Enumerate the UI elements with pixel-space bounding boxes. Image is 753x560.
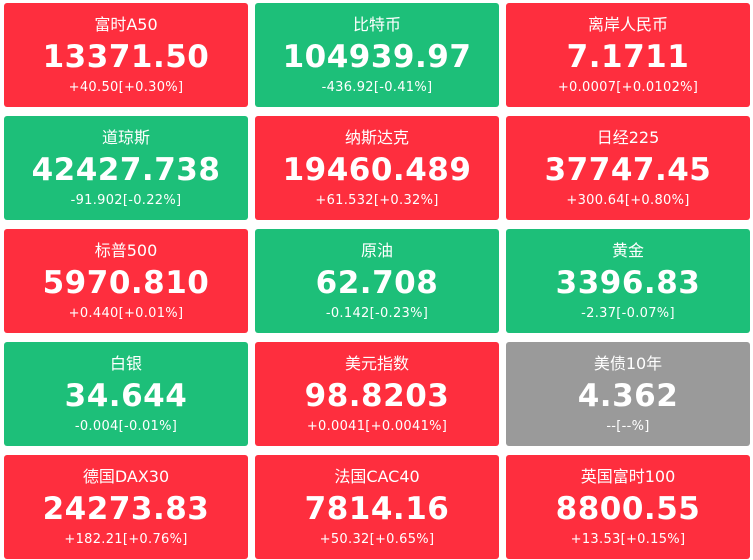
tile-name: 日经225 bbox=[596, 128, 660, 147]
tile-name: 富时A50 bbox=[94, 15, 158, 34]
tile-price: 7814.16 bbox=[304, 491, 450, 527]
tile-name: 标普500 bbox=[94, 241, 158, 260]
tile-name: 道琼斯 bbox=[101, 128, 150, 147]
tile-name: 美债10年 bbox=[593, 354, 663, 373]
tile-bitcoin[interactable]: 比特币 104939.97 -436.92[-0.41%] bbox=[255, 3, 499, 107]
tile-price: 3396.83 bbox=[555, 265, 701, 301]
market-index-grid: 富时A50 13371.50 +40.50[+0.30%] 比特币 104939… bbox=[4, 3, 750, 559]
tile-cac40[interactable]: 法国CAC40 7814.16 +50.32[+0.65%] bbox=[255, 455, 499, 559]
tile-change: +182.21[+0.76%] bbox=[64, 532, 188, 547]
tile-name: 比特币 bbox=[352, 15, 401, 34]
tile-price: 98.8203 bbox=[304, 378, 450, 414]
tile-change: +13.53[+0.15%] bbox=[570, 532, 686, 547]
tile-name: 纳斯达克 bbox=[344, 128, 409, 147]
tile-crude-oil[interactable]: 原油 62.708 -0.142[-0.23%] bbox=[255, 229, 499, 333]
tile-price: 5970.810 bbox=[42, 265, 210, 301]
tile-change: +300.64[+0.80%] bbox=[566, 193, 690, 208]
tile-change: +0.440[+0.01%] bbox=[68, 306, 184, 321]
tile-name: 原油 bbox=[360, 241, 393, 260]
tile-price: 8800.55 bbox=[555, 491, 701, 527]
tile-name: 白银 bbox=[109, 354, 142, 373]
tile-price: 4.362 bbox=[577, 378, 679, 414]
tile-name: 德国DAX30 bbox=[82, 467, 170, 486]
tile-price: 24273.83 bbox=[42, 491, 210, 527]
tile-dollar-index[interactable]: 美元指数 98.8203 +0.0041[+0.0041%] bbox=[255, 342, 499, 446]
tile-change: +50.32[+0.65%] bbox=[319, 532, 435, 547]
tile-name: 离岸人民币 bbox=[587, 15, 668, 34]
tile-change: +40.50[+0.30%] bbox=[68, 80, 184, 95]
tile-name: 黄金 bbox=[611, 241, 644, 260]
tile-price: 34.644 bbox=[64, 378, 188, 414]
tile-change: -0.142[-0.23%] bbox=[325, 306, 429, 321]
tile-name: 美元指数 bbox=[344, 354, 409, 373]
tile-ftse100[interactable]: 英国富时100 8800.55 +13.53[+0.15%] bbox=[506, 455, 750, 559]
tile-price: 42427.738 bbox=[31, 152, 221, 188]
tile-change: -91.902[-0.22%] bbox=[70, 193, 182, 208]
tile-us-10y-treasury[interactable]: 美债10年 4.362 --[--%] bbox=[506, 342, 750, 446]
tile-price: 7.1711 bbox=[566, 39, 690, 75]
tile-gold[interactable]: 黄金 3396.83 -2.37[-0.07%] bbox=[506, 229, 750, 333]
tile-change: -2.37[-0.07%] bbox=[581, 306, 675, 321]
tile-price: 62.708 bbox=[315, 265, 439, 301]
tile-name: 英国富时100 bbox=[580, 467, 676, 486]
tile-change: -0.004[-0.01%] bbox=[74, 419, 178, 434]
tile-dax30[interactable]: 德国DAX30 24273.83 +182.21[+0.76%] bbox=[4, 455, 248, 559]
tile-change: +0.0007[+0.0102%] bbox=[557, 80, 699, 95]
tile-price: 37747.45 bbox=[544, 152, 712, 188]
tile-dow-jones[interactable]: 道琼斯 42427.738 -91.902[-0.22%] bbox=[4, 116, 248, 220]
tile-offshore-cny[interactable]: 离岸人民币 7.1711 +0.0007[+0.0102%] bbox=[506, 3, 750, 107]
tile-change: +61.532[+0.32%] bbox=[315, 193, 439, 208]
tile-change: --[--%] bbox=[606, 419, 650, 434]
tile-a50[interactable]: 富时A50 13371.50 +40.50[+0.30%] bbox=[4, 3, 248, 107]
tile-name: 法国CAC40 bbox=[334, 467, 420, 486]
tile-change: +0.0041[+0.0041%] bbox=[306, 419, 448, 434]
tile-nasdaq[interactable]: 纳斯达克 19460.489 +61.532[+0.32%] bbox=[255, 116, 499, 220]
tile-change: -436.92[-0.41%] bbox=[321, 80, 433, 95]
tile-sp500[interactable]: 标普500 5970.810 +0.440[+0.01%] bbox=[4, 229, 248, 333]
tile-price: 104939.97 bbox=[282, 39, 472, 75]
tile-price: 13371.50 bbox=[42, 39, 210, 75]
tile-price: 19460.489 bbox=[282, 152, 472, 188]
tile-silver[interactable]: 白银 34.644 -0.004[-0.01%] bbox=[4, 342, 248, 446]
tile-nikkei225[interactable]: 日经225 37747.45 +300.64[+0.80%] bbox=[506, 116, 750, 220]
